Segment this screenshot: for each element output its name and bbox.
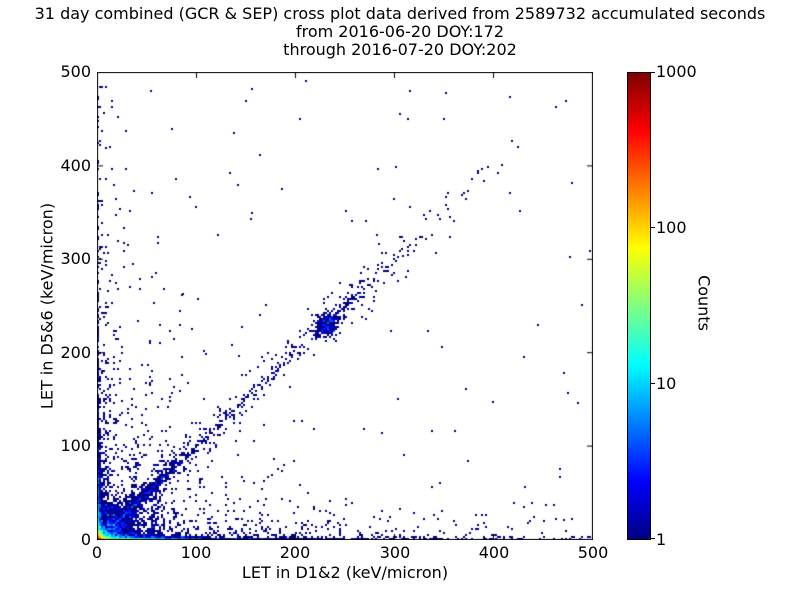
ytick-label-100: 100 — [60, 436, 91, 455]
colorbar — [627, 72, 651, 540]
colorbar-label-100: 100 — [656, 218, 687, 237]
chart-title-line-2: from 2016-06-20 DOY:172 — [295, 22, 504, 41]
chart-title-line-1: 31 day combined (GCR & SEP) cross plot d… — [34, 4, 766, 23]
ytick-label-500: 500 — [60, 62, 91, 81]
colorbar-label-10: 10 — [656, 374, 677, 393]
y-axis-label: LET in D5&6 (keV/micron) — [37, 202, 57, 410]
scatter-plot-canvas — [97, 72, 593, 540]
xtick-label-0: 0 — [91, 543, 103, 562]
colorbar-label-1000: 1000 — [656, 62, 697, 81]
xtick-label-100: 100 — [180, 543, 212, 562]
colorbar-label-1: 1 — [656, 530, 667, 549]
xtick-label-300: 300 — [379, 543, 411, 562]
colorbar-tick-10 — [650, 383, 655, 384]
ytick-label-0: 0 — [80, 530, 91, 549]
xtick-label-200: 200 — [279, 543, 311, 562]
x-axis-label: LET in D1&2 (keV/micron) — [241, 563, 449, 582]
chart-title: 31 day combined (GCR & SEP) cross plot d… — [0, 5, 800, 59]
colorbar-tick-1 — [650, 538, 655, 539]
colorbar-axis-label: Counts — [694, 275, 714, 331]
ytick-label-400: 400 — [60, 156, 91, 175]
ytick-label-300: 300 — [60, 249, 91, 268]
xtick-label-400: 400 — [478, 543, 510, 562]
chart-title-line-3: through 2016-07-20 DOY:202 — [283, 40, 517, 59]
colorbar-tick-100 — [650, 227, 655, 228]
xtick-label-500: 500 — [577, 543, 609, 562]
colorbar-tick-1000 — [650, 72, 655, 73]
ytick-label-200: 200 — [60, 343, 91, 362]
